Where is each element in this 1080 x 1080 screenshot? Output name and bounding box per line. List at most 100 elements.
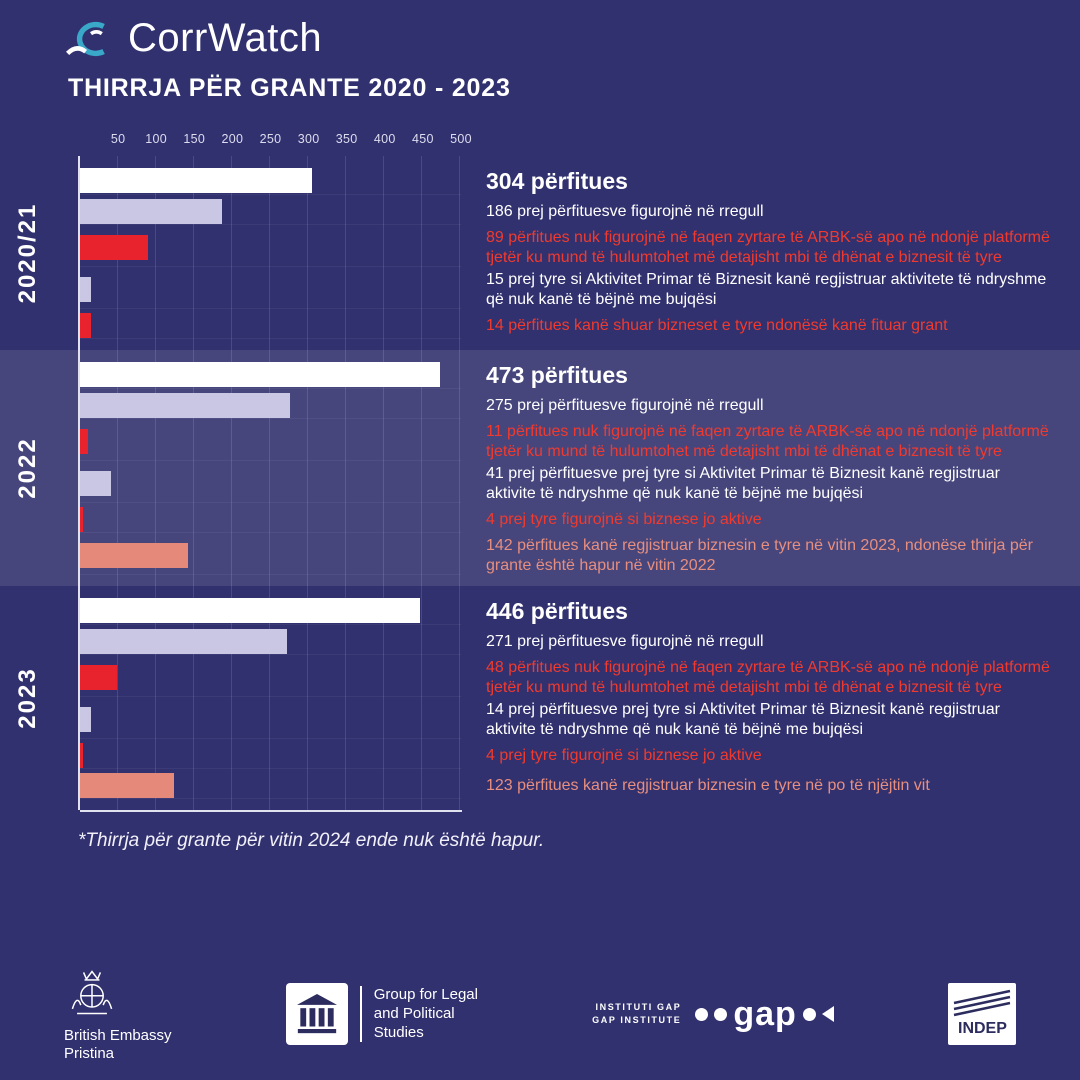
bar-label: 14 prej përfituesve prej tyre si Aktivit… [486, 701, 1000, 738]
glps-separator [359, 986, 362, 1043]
embassy-line-1: British Embassy [64, 1026, 172, 1044]
brand-name: CorrWatch [128, 16, 323, 60]
bar-row: 304 përfitues [80, 167, 1064, 196]
bar [80, 312, 91, 338]
bar-label: 123 përfitues kanë regjistruar biznesin … [486, 777, 930, 795]
corrwatch-logo-icon [64, 17, 118, 61]
gap-caption-line-2: GAP INSTITUTE [592, 1015, 682, 1026]
glps-building-icon [285, 983, 348, 1046]
gap-caption: INSTITUTI GAP GAP INSTITUTE [592, 1001, 681, 1028]
year-label: 2022 [14, 437, 41, 499]
indep-logo: INDEP [947, 983, 1016, 1046]
glps-line-1: Group for Legal [373, 986, 478, 1004]
bar [80, 706, 91, 732]
bar-row: 41 prej përfituesve prej tyre si Aktivit… [80, 464, 1064, 504]
bar-row: 48 përfitues nuk figurojnë në faqen zyrt… [80, 658, 1064, 698]
embassy-line-2: Pristina [64, 1045, 115, 1063]
footer: British Embassy Pristina Group for Legal… [0, 965, 1080, 1065]
axis-tick: 500 [450, 132, 472, 146]
bar-label: 275 prej përfituesve figurojnë në rregul… [486, 396, 764, 414]
indep-text: INDEP [958, 1020, 1007, 1037]
bar-row: 186 prej përfituesve figurojnë në rregul… [80, 198, 1064, 226]
gap-dot-icon [802, 1007, 816, 1021]
bar [80, 542, 188, 568]
axis-tick: 150 [183, 132, 206, 146]
royal-crest-icon [64, 965, 120, 1021]
bar-label: 142 përfitues kanë regjistruar biznesin … [486, 537, 1033, 574]
bar-row: 4 prej tyre figurojnë si biznese jo akti… [80, 742, 1064, 770]
bar-label: 11 përfitues nuk figurojnë në faqen zyrt… [486, 423, 1049, 460]
bar-track [80, 167, 461, 196]
bar [80, 198, 222, 224]
axis-tick: 400 [373, 132, 396, 146]
axis-tick: 200 [221, 132, 244, 146]
footnote: *Thirrja për grante për vitin 2024 ende … [78, 830, 545, 852]
axis-baseline [80, 810, 462, 813]
bar-track [80, 700, 461, 740]
gap-logo-block: INSTITUTI GAP GAP INSTITUTE gap [592, 997, 834, 1031]
bar-label: 446 përfitues [486, 598, 628, 625]
bar-row: 4 prej tyre figurojnë si biznese jo akti… [80, 506, 1064, 534]
bar-label: 186 prej përfituesve figurojnë në rregul… [486, 202, 764, 220]
bar-track [80, 392, 461, 420]
bar [80, 428, 88, 454]
bar-label: 271 prej përfituesve figurojnë në rregul… [486, 633, 764, 651]
bar [80, 772, 174, 798]
bar [80, 276, 91, 302]
bar-track [80, 597, 461, 626]
bar-row: 89 përfitues nuk figurojnë në faqen zyrt… [80, 228, 1064, 268]
gap-dot-icon [695, 1007, 709, 1021]
bar [80, 628, 287, 654]
axis-tick: 300 [297, 132, 320, 146]
bar-track [80, 464, 461, 504]
bar-track [80, 658, 461, 698]
axis-tick: 50 [110, 132, 126, 146]
glps-line-2: and Political [373, 1004, 455, 1022]
bar-label: 14 përfitues kanë shuar bizneset e tyre … [486, 316, 948, 334]
bar [80, 664, 117, 690]
bar-track [80, 361, 461, 390]
bar [80, 168, 312, 194]
chart-groups: 2020/21 304 përfitues 186 prej përfituesve… [0, 156, 1080, 811]
bar-row: 473 përfitues [80, 361, 1064, 390]
chart-group-2020-21: 2020/21 304 përfitues 186 prej përfituesve… [0, 156, 1080, 351]
bar-track [80, 628, 461, 656]
chart: 2020/21 304 përfitues 186 prej përfituesve… [0, 156, 1080, 852]
glps-caption: Group for Legal and Political Studies [374, 986, 478, 1042]
chart-group-2023: 2023 446 përfitues 271 prej përfituesve fi… [0, 586, 1080, 811]
axis-tick: 250 [259, 132, 282, 146]
bar-row: 14 prej përfituesve prej tyre si Aktivit… [80, 700, 1064, 740]
brand: CorrWatch [64, 16, 322, 61]
bar-label: 4 prej tyre figurojnë si biznese jo akti… [486, 747, 762, 765]
bar [80, 392, 290, 418]
bar-label: 48 përfitues nuk figurojnë në faqen zyrt… [486, 659, 1050, 696]
glps-line-3: Studies [373, 1023, 424, 1041]
gap-dot-icon [714, 1007, 728, 1021]
bar-label: 4 prej tyre figurojnë si biznese jo akti… [486, 510, 762, 528]
bar-row: 11 përfitues nuk figurojnë në faqen zyrt… [80, 422, 1064, 462]
bar-track [80, 312, 461, 340]
axis-ticks: 50 100 150 200 250 300 350 400 450 500 [80, 132, 472, 148]
bar [80, 362, 440, 388]
bar-track [80, 228, 461, 268]
gap-wordmark: gap [695, 997, 834, 1031]
year-label: 2020/21 [14, 202, 41, 304]
bar [80, 598, 420, 624]
bar-row: 123 përfitues kanë regjistruar biznesin … [80, 772, 1064, 800]
axis-tick: 350 [335, 132, 358, 146]
bar-track [80, 742, 461, 770]
axis-tick: 450 [412, 132, 434, 146]
bar-track [80, 198, 461, 226]
bar-row: 14 përfitues kanë shuar bizneset e tyre … [80, 312, 1064, 340]
british-embassy-logo-block: British Embassy Pristina [64, 965, 172, 1065]
bar-row: 275 prej përfituesve figurojnë në rregul… [80, 392, 1064, 420]
bar-label: 41 prej përfituesve prej tyre si Aktivit… [486, 465, 1000, 502]
gap-triangle-icon [821, 1006, 834, 1023]
bar-track [80, 536, 461, 576]
bar-label: 15 prej tyre si Aktivitet Primar të Bizn… [486, 271, 1047, 308]
page-title: THIRRJA PËR GRANTE 2020 - 2023 [68, 74, 511, 102]
glps-logo-block: Group for Legal and Political Studies [285, 983, 478, 1046]
bar-row: 142 përfitues kanë regjistruar biznesin … [80, 536, 1064, 576]
chart-group-2022: 2022 473 përfitues 275 prej përfituesve fi… [0, 350, 1080, 587]
